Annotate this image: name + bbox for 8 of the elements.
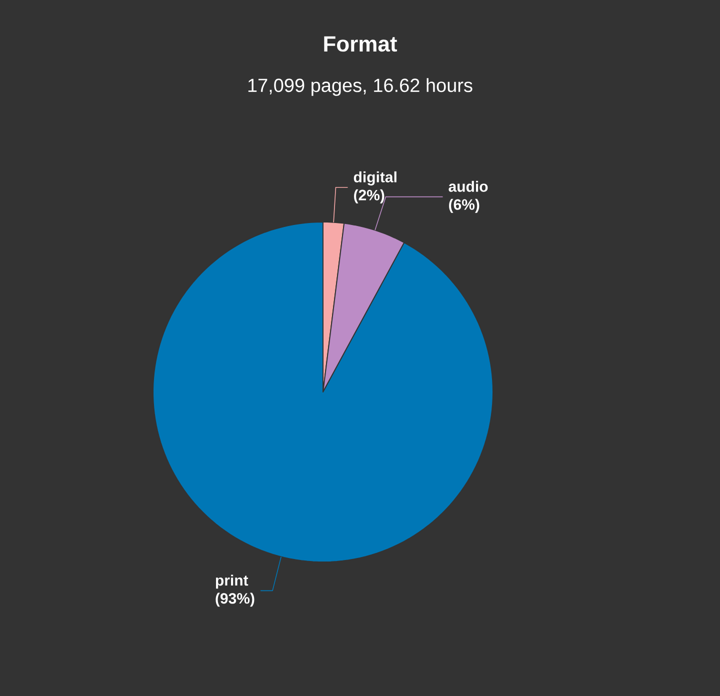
chart-subtitle: 17,099 pages, 16.62 hours	[248, 78, 472, 96]
data-label: (2%)	[354, 189, 384, 204]
slice-label: digital	[354, 171, 396, 186]
data-label: (93%)	[216, 592, 254, 607]
data-label: (6%)	[449, 198, 480, 213]
slice-label: print	[216, 574, 248, 589]
chart-title: Format	[324, 36, 398, 52]
slice-label: audio	[448, 180, 488, 192]
